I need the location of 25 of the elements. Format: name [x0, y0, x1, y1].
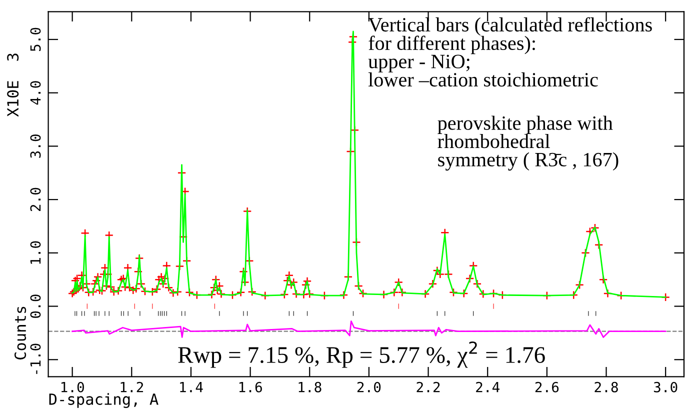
y-tick-label: 1.0	[30, 241, 41, 264]
y-tick-label: 5.0	[30, 28, 41, 52]
x-tick-label: 1.6	[239, 382, 262, 392]
annotation: Vertical bars (calculated reflections for different phases): upper - NiO; lower –cation stoichiometric	[368, 17, 652, 87]
annotation: Rwp = 7.15 %, Rp = 5.77 %, χ$^{2}$ = 1.76	[178, 341, 545, 368]
text: Counts	[14, 306, 26, 360]
y-tick-label: 3.0	[30, 134, 41, 158]
x-tick-label: 1.0	[61, 382, 84, 392]
x-axis-title: D-spacing, A	[49, 393, 158, 408]
x-tick-label: 2.8	[594, 382, 618, 392]
y-tick-label: 0.0	[30, 294, 41, 318]
x-tick-label: 1.4	[180, 382, 203, 392]
x-tick-label: 2.2	[416, 382, 440, 392]
x-tick-label: 3.0	[654, 382, 678, 392]
x-tick-label: 1.8	[298, 382, 322, 392]
x-tick-label: 2.6	[535, 382, 559, 392]
y-tick-label: -1.0	[30, 344, 41, 374]
x-tick-label: 2.0	[357, 382, 381, 392]
annotation: perovskite phase with rhombohedral symmetry ( R3̄c , 167)	[438, 116, 618, 171]
x-tick-label: 1.2	[120, 382, 144, 392]
y-tick-label: 4.0	[30, 81, 41, 105]
y-axis-title: X10E 3	[7, 54, 19, 117]
line-series	[72, 320, 666, 338]
x-tick-label: 2.4	[476, 382, 500, 392]
y-tick-label: 2.0	[30, 188, 41, 212]
